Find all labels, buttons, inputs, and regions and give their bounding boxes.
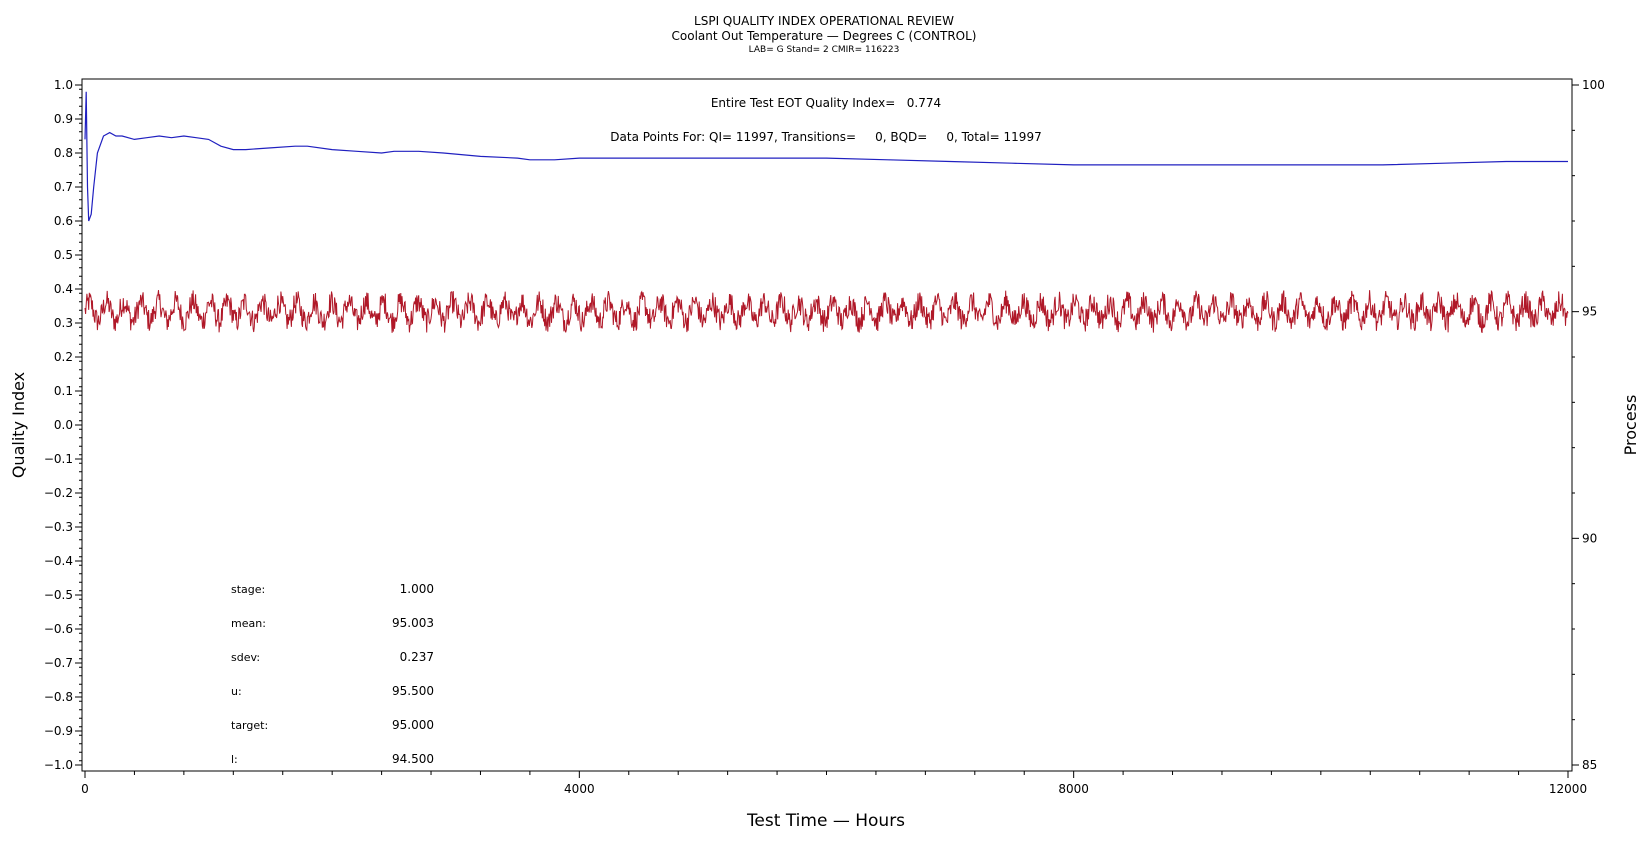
stat-label: u:	[231, 685, 242, 698]
stat-value: 95.500	[392, 684, 434, 698]
right-axis: 100 95 90 85	[1572, 78, 1605, 772]
y-tick-label-right: 95	[1582, 305, 1597, 319]
stat-value: 95.000	[392, 718, 434, 732]
y-tick-label-left: −0.7	[44, 656, 73, 670]
y-axis-label-right: Process	[1621, 395, 1640, 456]
y-tick-label-left: −0.8	[44, 690, 73, 704]
y-tick-label-right: 90	[1582, 531, 1597, 545]
y-tick-label-left: −0.6	[44, 622, 73, 636]
chart-subtitle: Coolant Out Temperature — Degrees C (CON…	[672, 29, 977, 43]
stats-block: stage: 1.000 mean: 95.003 sdev: 0.237 u: 95.500…	[231, 582, 434, 766]
y-tick-label-left: −0.9	[44, 724, 73, 738]
y-tick-label-left: 0.5	[54, 248, 73, 262]
x-axis: 0 4000 8000 12000	[81, 771, 1587, 796]
stat-value: 0.237	[400, 650, 434, 664]
y-tick-label-left: 0.7	[54, 180, 73, 194]
y-tick-label-left: 0.8	[54, 146, 73, 160]
process-series-line	[84, 289, 1569, 333]
stat-label: l:	[231, 753, 238, 766]
y-tick-label-left: 0.2	[54, 350, 73, 364]
y-axis-label-left: Quality Index	[9, 372, 28, 478]
x-tick-label: 0	[81, 782, 89, 796]
series-layer	[84, 91, 1569, 333]
plot-frame	[81, 78, 1573, 772]
x-tick-label: 12000	[1549, 782, 1587, 796]
y-tick-label-left: 0.3	[54, 316, 73, 330]
y-tick-label-left: −0.5	[44, 588, 73, 602]
x-tick-label: 8000	[1058, 782, 1089, 796]
annotation-points: Data Points For: QI= 11997, Transitions=…	[610, 130, 1041, 144]
chart-subtitle-2: LAB= G Stand= 2 CMIR= 116223	[749, 45, 900, 55]
quality-index-series-line	[84, 91, 1568, 222]
x-tick-label: 4000	[564, 782, 595, 796]
y-tick-label-left: −0.2	[44, 486, 73, 500]
annotation-qi: Entire Test EOT Quality Index= 0.774	[711, 96, 941, 110]
y-tick-label-right: 100	[1582, 78, 1605, 92]
stat-label: sdev:	[231, 651, 260, 664]
y-tick-label-left: 0.1	[54, 384, 73, 398]
y-tick-label-left: 0.9	[54, 112, 73, 126]
stat-label: stage:	[231, 583, 265, 596]
x-axis-label: Test Time — Hours	[746, 811, 905, 831]
left-axis: 1.0 0.9 0.8 0.7 0.6 0.5 0.4 0.3 0.2 0.1 0.0 −0.1 −0.…	[44, 78, 82, 772]
stat-value: 1.000	[400, 582, 434, 596]
y-tick-label-left: −0.3	[44, 520, 73, 534]
y-tick-label-left: −0.4	[44, 554, 73, 568]
y-tick-label-right: 85	[1582, 758, 1597, 772]
y-tick-label-left: 0.0	[54, 418, 73, 432]
y-tick-label-left: 0.4	[54, 282, 73, 296]
stat-label: target:	[231, 719, 268, 732]
y-tick-label-left: −1.0	[44, 758, 73, 772]
chart-title: LSPI QUALITY INDEX OPERATIONAL REVIEW	[694, 14, 954, 28]
y-tick-label-left: 0.6	[54, 214, 73, 228]
y-tick-label-left: −0.1	[44, 452, 73, 466]
stat-label: mean:	[231, 617, 266, 630]
y-tick-label-left: 1.0	[54, 78, 73, 92]
stat-value: 95.003	[392, 616, 434, 630]
stat-value: 94.500	[392, 752, 434, 766]
